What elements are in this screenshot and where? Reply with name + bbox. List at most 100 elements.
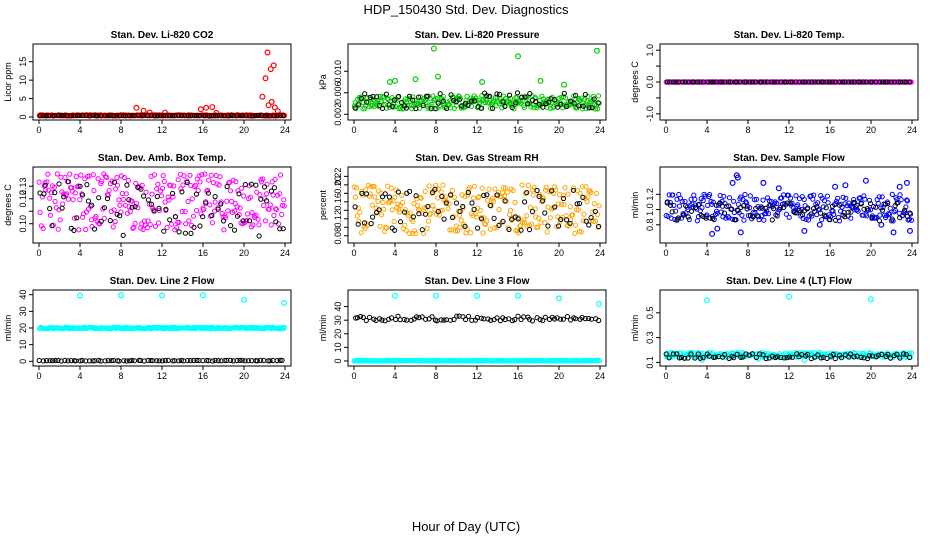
overlay-point	[264, 113, 270, 119]
overlay-point	[596, 223, 602, 230]
data-point	[371, 104, 377, 110]
data-point	[575, 207, 582, 213]
data-point	[507, 95, 514, 102]
data-point	[875, 200, 881, 206]
overlay-point	[546, 99, 552, 105]
overlay-point	[416, 94, 422, 100]
outlier-point	[775, 185, 782, 192]
data-point	[83, 226, 89, 233]
overlay-point	[210, 358, 216, 364]
data-point	[454, 228, 461, 234]
overlay-point	[726, 79, 732, 85]
overlay-point	[98, 218, 104, 224]
overlay-point	[549, 188, 555, 194]
data-point	[416, 208, 423, 214]
overlay-point	[274, 358, 280, 364]
data-point	[135, 205, 141, 211]
overlay-point	[858, 201, 864, 207]
overlay-point	[551, 316, 558, 322]
overlay-point	[114, 211, 120, 217]
data-point	[367, 193, 373, 199]
outlier-point	[412, 76, 419, 83]
overlay-point	[904, 213, 911, 219]
overlay-point	[451, 316, 457, 323]
overlay-point	[191, 224, 197, 230]
overlay-point	[423, 316, 429, 322]
overlay-point	[858, 354, 864, 360]
x-tick-label: 20	[554, 248, 564, 258]
overlay-point	[682, 355, 688, 361]
data-point	[180, 182, 186, 188]
overlay-point	[545, 223, 551, 229]
overlay-point	[242, 182, 248, 188]
overlay-point	[490, 105, 496, 112]
data-point	[527, 101, 533, 107]
overlay-point	[47, 358, 53, 364]
overlay-point	[218, 113, 224, 119]
overlay-point	[215, 206, 221, 212]
overlay-point	[228, 223, 234, 229]
data-point	[54, 171, 60, 177]
overlay-point	[218, 201, 224, 207]
overlay-point	[842, 79, 848, 85]
overlay-point	[201, 112, 207, 119]
overlay-point	[509, 104, 515, 111]
overlay-point	[561, 90, 567, 97]
data-point	[89, 223, 95, 230]
overlay-point	[760, 352, 766, 358]
overlay-point	[101, 205, 108, 211]
outlier-point	[200, 292, 207, 299]
x-tick-label: 16	[513, 125, 523, 135]
overlay-point	[277, 113, 283, 119]
overlay-point	[139, 112, 145, 119]
data-point	[783, 211, 790, 217]
outlier-point	[162, 109, 169, 116]
data-point	[234, 204, 240, 210]
overlay-point	[796, 208, 802, 214]
data-point	[114, 182, 121, 188]
x-tick-label: 8	[433, 371, 438, 381]
overlay-point	[93, 113, 99, 119]
data-point	[268, 222, 274, 228]
data-point	[787, 195, 794, 201]
outlier-point	[896, 183, 903, 190]
overlay-point	[518, 316, 524, 323]
overlay-point	[117, 213, 123, 219]
overlay-point	[102, 358, 108, 364]
data-point	[166, 197, 172, 203]
data-point	[705, 202, 711, 208]
data-point	[477, 207, 483, 213]
overlay-point	[76, 112, 83, 119]
data-point	[132, 220, 138, 226]
overlay-point	[362, 91, 368, 97]
data-point	[36, 179, 42, 185]
data-point	[143, 189, 149, 195]
overlay-point	[720, 203, 726, 209]
overlay-point	[567, 220, 573, 226]
overlay-point	[413, 193, 419, 199]
data-point	[492, 186, 498, 192]
data-point	[751, 197, 758, 203]
overlay-point	[717, 79, 723, 85]
overlay-point	[71, 113, 77, 119]
overlay-point	[571, 100, 577, 106]
x-tick-label: 4	[77, 371, 82, 381]
data-point	[742, 191, 748, 198]
overlay-point	[204, 357, 210, 364]
y-tick-label: 30	[18, 306, 28, 316]
chart-panel: Stan. Dev. Line 4 (LT) Flow 0 4 8 12 16 20 24 0.…	[630, 276, 919, 381]
overlay-point	[255, 112, 261, 119]
data-point	[730, 216, 736, 222]
x-tick-label: 8	[118, 248, 123, 258]
data-point	[130, 225, 136, 231]
x-tick-label: 8	[745, 371, 750, 381]
overlay-point	[558, 216, 564, 222]
overlay-point	[151, 208, 157, 214]
outlier-point	[430, 45, 437, 52]
data-point	[183, 221, 189, 227]
data-point	[417, 194, 423, 200]
data-point	[396, 209, 403, 215]
data-point	[595, 93, 602, 99]
data-point	[489, 195, 496, 201]
overlay-point	[397, 219, 404, 225]
